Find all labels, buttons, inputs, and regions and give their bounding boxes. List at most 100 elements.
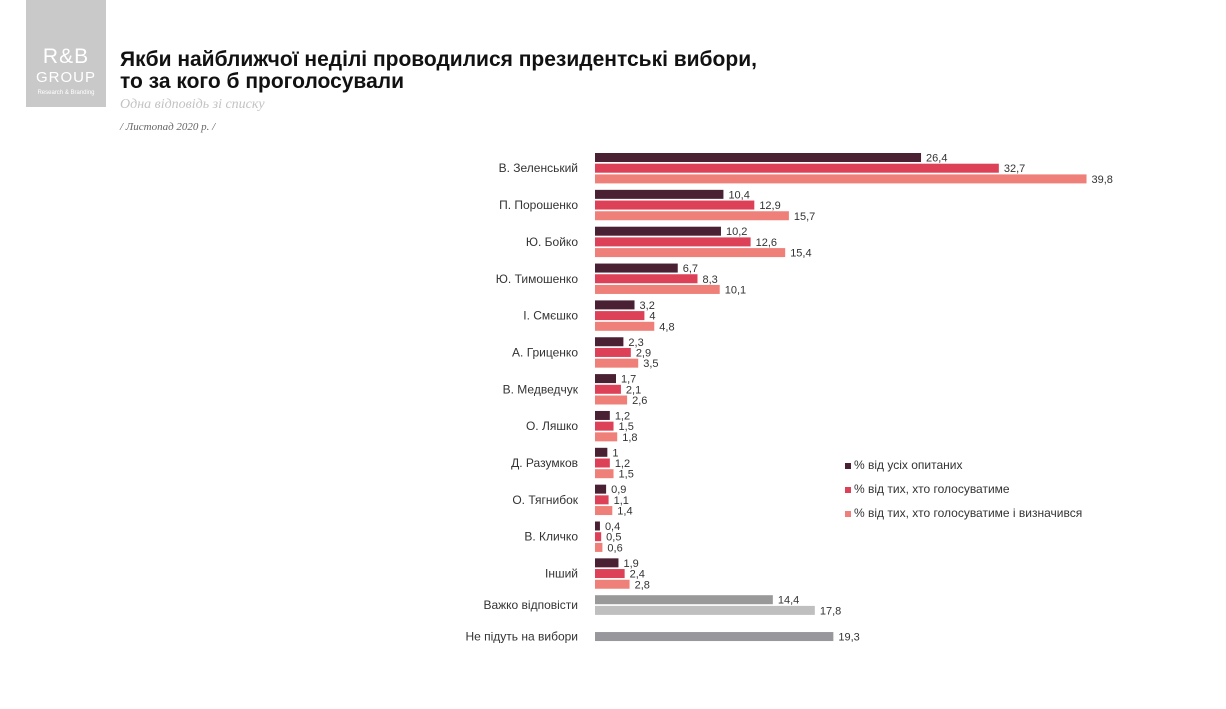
data-label: 10,2 [726,226,747,238]
category-label: А. Гриценко [512,345,578,359]
bar-all [595,337,624,347]
bar-voters [595,347,631,357]
category-label: О. Ляшко [526,419,578,433]
category-label: Д. Разумков [511,456,578,470]
data-label: 8,3 [703,274,718,286]
bar-voters [595,569,625,579]
data-label: 14,4 [778,595,799,607]
bar-voters [595,384,621,394]
data-label: 15,7 [794,211,815,223]
category-label: В. Медведчук [503,382,579,396]
bar-decided [595,211,789,221]
bar-all [595,447,608,457]
bar-decided [595,321,655,331]
bar-voters [595,421,614,431]
category-label: І. Смєшко [523,309,578,323]
bar-voters [595,200,755,210]
data-label: 2,3 [628,337,643,349]
legend-swatch-voters [845,487,851,493]
bar-all [595,263,678,273]
data-label: 6,7 [683,263,698,275]
data-label: 2,9 [636,347,651,359]
logo: R&B GROUP Research & Branding [26,0,106,107]
bar-voters [595,495,609,505]
data-label: 19,3 [838,632,859,644]
data-label: 1,9 [623,558,638,570]
bar-other [595,595,773,605]
legend-label-decided: % від тих, хто голосуватиме і визначився [854,506,1083,520]
bar-all [595,410,610,420]
bar-voters [595,237,751,247]
category-label: В. Кличко [524,530,578,544]
bar-decided [595,284,720,294]
category-label: В. Зеленський [499,161,578,175]
category-label: Ю. Бойко [526,235,578,249]
category-label: Не підуть на вибори [465,630,578,644]
data-label: 1,2 [615,458,630,470]
bar-decided [595,432,618,442]
category-label: О. Тягнибок [512,493,578,507]
bar-all [595,300,635,310]
data-label: 2,4 [630,569,645,581]
bar-decided [595,469,614,479]
data-label: 4 [649,311,655,323]
bar-decided [595,174,1087,184]
bar-decided [595,358,639,368]
data-label: 17,8 [820,605,841,617]
data-label: 1,8 [622,432,637,444]
data-label: 10,1 [725,284,746,296]
data-label: 3,2 [640,300,655,312]
data-label: 10,4 [728,189,749,201]
legend-swatch-all [845,463,851,469]
bar-all [595,153,922,162]
data-label: 1,5 [619,469,634,481]
bar-other [595,632,834,642]
data-label: 0,9 [611,484,626,496]
data-label: 2,1 [626,384,641,396]
data-label: 1,4 [617,506,632,518]
data-label: 2,6 [632,395,647,407]
bar-decided [595,579,630,589]
data-label: 0,5 [606,532,621,544]
category-label: Інший [545,567,578,581]
bar-decided [595,506,613,516]
data-label: 4,8 [659,321,674,333]
data-label: 15,4 [790,248,811,260]
bar-voters [595,458,610,468]
bar-all [595,558,619,568]
data-label: 12,6 [756,237,777,249]
logo-text-tagline: Research & Branding [37,90,95,96]
survey-period: / Листопад 2020 р. / [120,121,216,133]
bar-all [595,374,616,384]
bar-voters [595,532,602,542]
data-label: 32,7 [1004,163,1025,175]
bar-voters [595,274,698,284]
chart-title: Якби найближчої неділі проводилися прези… [120,49,757,93]
legend-swatch-decided [845,511,851,517]
chart-title-line-1: Якби найближчої неділі проводилися прези… [120,48,757,71]
bar-all [595,484,607,494]
chart-title-line-2: то за кого б проголосували [120,70,404,93]
legend-label-voters: % від тих, хто голосуватиме [854,482,1010,496]
legend-label-all: % від усіх опитаних [854,458,963,472]
bar-decided [595,248,786,258]
logo-text-main: R&B [42,45,90,68]
data-label: 1,1 [614,495,629,507]
data-label: 1 [612,447,618,459]
bar-decided [595,542,603,552]
data-label: 26,4 [926,153,947,165]
data-label: 3,5 [643,358,658,370]
category-label: Ю. Тимошенко [496,272,579,286]
bar-voters [595,311,645,321]
data-label: 0,4 [605,521,620,533]
bar-all [595,226,721,236]
data-label: 1,5 [619,421,634,433]
bar-all [595,521,600,531]
data-label: 39,8 [1092,174,1113,186]
chart-subtitle: Одна відповідь зі списку [120,97,265,112]
data-label: 1,2 [615,410,630,422]
category-label: Важко відповісти [483,598,578,612]
data-label: 2,8 [635,579,650,591]
bar-other [595,605,815,615]
